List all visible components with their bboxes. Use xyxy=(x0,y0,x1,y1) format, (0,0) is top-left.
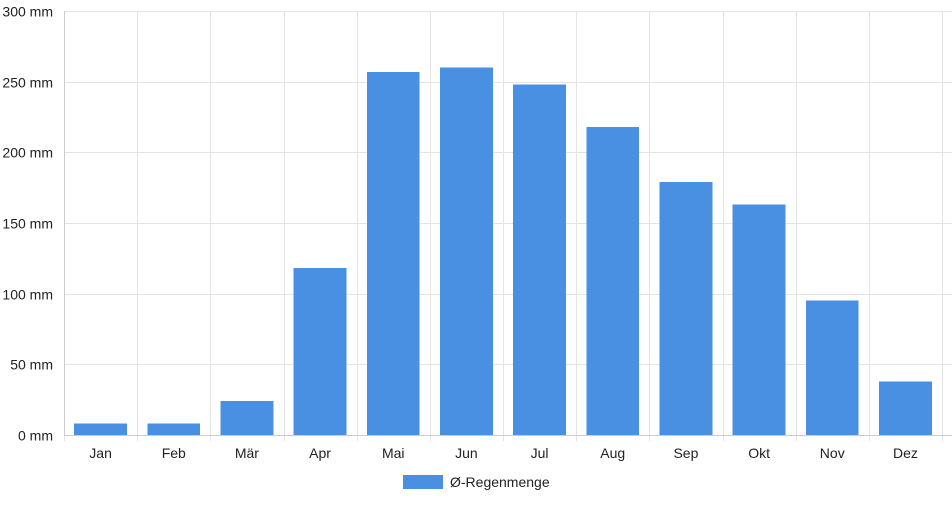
y-tick-label: 300 mm xyxy=(2,4,53,20)
y-tick-label: 200 mm xyxy=(2,145,53,161)
y-tick-label: 50 mm xyxy=(10,357,53,373)
bar-jul[interactable] xyxy=(513,84,566,435)
bar-apr[interactable] xyxy=(293,268,347,435)
bar-dez[interactable] xyxy=(879,381,932,435)
bar-nov[interactable] xyxy=(805,300,859,435)
legend[interactable]: Ø-Regenmenge xyxy=(403,474,550,490)
bar-feb[interactable] xyxy=(147,423,201,435)
bar-aug[interactable] xyxy=(586,126,640,435)
x-tick-label: Jun xyxy=(455,445,478,461)
y-tick-label: 100 mm xyxy=(2,287,53,303)
bar-sep[interactable] xyxy=(659,182,713,435)
x-tick-label: Jan xyxy=(89,445,112,461)
y-tick-label: 0 mm xyxy=(18,428,53,444)
bar-jun[interactable] xyxy=(440,67,493,436)
bar-jan[interactable] xyxy=(74,423,127,435)
bar-okt[interactable] xyxy=(732,204,786,435)
x-tick-label: Mär xyxy=(235,445,259,461)
bars xyxy=(74,67,932,436)
legend-swatch[interactable] xyxy=(403,475,443,489)
y-tick-label: 250 mm xyxy=(2,75,53,91)
bar-mai[interactable] xyxy=(366,71,420,436)
axes: 0 mm 50 mm 100 mm 150 mm 200 mm 250 mm 300 mm J… xyxy=(2,4,952,461)
legend-label[interactable]: Ø-Regenmenge xyxy=(450,474,550,490)
x-tick-label: Feb xyxy=(162,445,186,461)
x-tick-label: Sep xyxy=(673,445,698,461)
y-tick-label: 150 mm xyxy=(2,216,53,232)
x-tick-label: Apr xyxy=(309,445,331,461)
x-tick-label: Dez xyxy=(893,445,918,461)
x-tick-label: Jul xyxy=(531,445,549,461)
x-tick-label: Mai xyxy=(382,445,405,461)
x-tick-label: Aug xyxy=(600,445,625,461)
bar-mär[interactable] xyxy=(220,401,274,435)
x-tick-label: Nov xyxy=(820,445,845,461)
x-tick-label: Okt xyxy=(748,445,770,461)
grid xyxy=(64,11,952,441)
